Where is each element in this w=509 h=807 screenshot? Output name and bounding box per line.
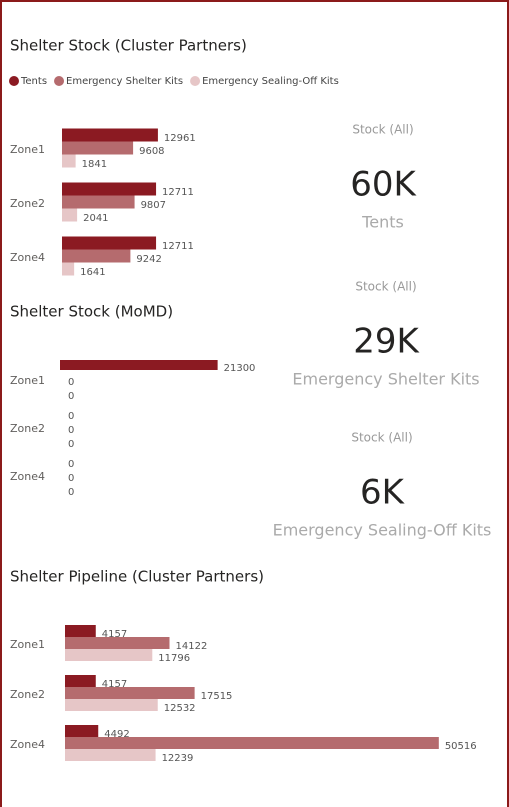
card-title: Stock (All) — [351, 431, 412, 445]
legend-label: Emergency Sealing-Off Kits — [202, 76, 339, 87]
data-label: 4157 — [102, 679, 127, 690]
category-label: Zone2 — [10, 197, 45, 210]
category-label: Zone4 — [10, 251, 45, 264]
data-label: 0 — [68, 411, 74, 422]
bar — [62, 154, 76, 168]
bar — [62, 208, 78, 222]
card-value: 29K — [353, 322, 420, 362]
category-label: Zone1 — [10, 374, 45, 387]
data-label: 0 — [68, 487, 74, 498]
data-label: 17515 — [201, 691, 233, 702]
data-label: 0 — [68, 473, 74, 484]
bar — [65, 625, 96, 637]
bar — [65, 725, 99, 737]
data-label: 0 — [68, 391, 74, 402]
bar — [62, 236, 157, 250]
card-label: Emergency Sealing-Off Kits — [273, 521, 492, 540]
chart-title: Shelter Stock (MoMD) — [10, 303, 173, 321]
data-label: 12239 — [162, 753, 194, 764]
bar — [62, 249, 131, 263]
data-label: 0 — [68, 459, 74, 470]
data-label: 11796 — [158, 653, 190, 664]
data-label: 12711 — [162, 187, 194, 198]
bar — [60, 360, 218, 370]
bar — [62, 182, 157, 196]
card-value: 60K — [350, 165, 417, 205]
card-label: Tents — [361, 213, 404, 232]
data-label: 0 — [68, 425, 74, 436]
bar — [65, 675, 96, 687]
legend-swatch — [190, 76, 201, 86]
data-label: 50516 — [445, 741, 477, 752]
bar — [65, 737, 439, 749]
bar — [65, 749, 156, 761]
category-label: Zone2 — [10, 422, 45, 435]
legend-swatch — [54, 76, 65, 86]
card-title: Stock (All) — [352, 123, 413, 137]
data-label: 14122 — [176, 641, 208, 652]
data-label: 12961 — [164, 133, 196, 144]
data-label: 12711 — [162, 241, 194, 252]
card-title: Stock (All) — [355, 280, 416, 294]
data-label: 9807 — [141, 200, 166, 211]
data-label: 0 — [68, 439, 74, 450]
data-label: 4492 — [104, 729, 129, 740]
legend-label: Tents — [20, 76, 47, 87]
category-label: Zone4 — [10, 738, 45, 751]
bar — [65, 649, 153, 661]
chart-title: Shelter Pipeline (Cluster Partners) — [10, 568, 264, 586]
data-label: 12532 — [164, 703, 196, 714]
card-value: 6K — [360, 473, 406, 513]
bar — [65, 687, 195, 699]
bar — [65, 699, 158, 711]
category-label: Zone2 — [10, 688, 45, 701]
legend-swatch — [9, 76, 19, 86]
data-label: 1641 — [80, 267, 105, 278]
data-label: 9242 — [136, 254, 161, 265]
chart-title: Shelter Stock (Cluster Partners) — [10, 37, 247, 55]
bar — [62, 262, 75, 276]
category-label: Zone4 — [10, 470, 45, 483]
legend-label: Emergency Shelter Kits — [66, 76, 183, 87]
card-label: Emergency Shelter Kits — [292, 370, 479, 389]
bar — [62, 141, 134, 155]
data-label: 4157 — [102, 629, 127, 640]
data-label: 0 — [68, 377, 74, 388]
category-label: Zone1 — [10, 638, 45, 651]
data-label: 9608 — [139, 146, 164, 157]
bar — [65, 637, 170, 649]
bar — [62, 195, 135, 209]
data-label: 21300 — [224, 363, 256, 374]
data-label: 1841 — [82, 159, 107, 170]
bar — [62, 128, 158, 142]
data-label: 2041 — [83, 213, 108, 224]
category-label: Zone1 — [10, 143, 45, 156]
